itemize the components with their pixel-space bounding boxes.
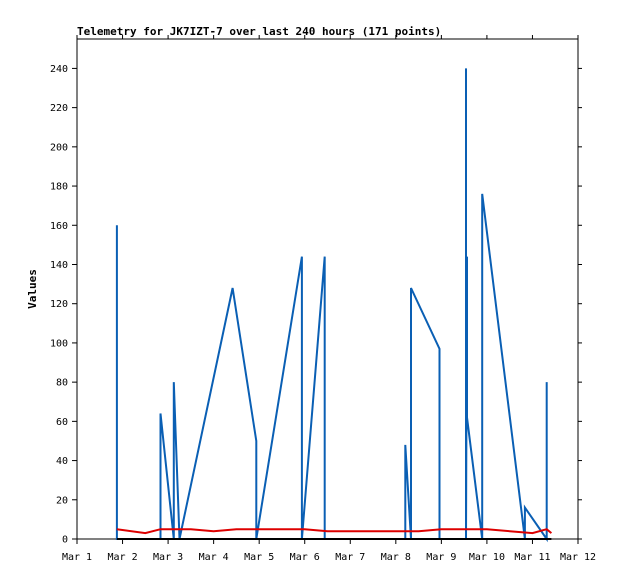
x-tick-label: Mar 2 [107, 552, 137, 563]
chart-title: Telemetry for JK7IZT-7 over last 240 hou… [77, 25, 441, 38]
y-tick-label: 100 [50, 338, 68, 349]
x-tick-label: Mar 5 [244, 552, 274, 563]
x-tick-label: Mar 11 [514, 552, 550, 563]
x-tick-label: Mar 1 [62, 552, 92, 563]
x-tick-label: Mar 7 [335, 552, 365, 563]
plot-area-frame [76, 38, 579, 540]
x-tick-label: Mar 4 [199, 552, 229, 563]
x-tick-label: Mar 8 [381, 552, 411, 563]
y-tick-label: 80 [56, 378, 68, 389]
axis-layer: 0 20 40 60 80 100 120 140 160 180 200 220 240 Mar 1 Ma… [50, 35, 596, 563]
series-layer [115, 68, 553, 543]
x-tick-label: Mar 12 [560, 552, 596, 563]
y-tick-label: 40 [56, 456, 68, 467]
y-tick-label: 60 [56, 417, 68, 428]
x-tick-label: Mar 9 [426, 552, 456, 563]
y-tick-label: 160 [50, 221, 68, 232]
x-tick-label: Mar 6 [290, 552, 320, 563]
y-tick-label: 0 [62, 535, 68, 546]
y-axis-label: Values [26, 269, 39, 309]
y-tick-label: 20 [56, 495, 68, 506]
x-tick-label: Mar 10 [469, 552, 505, 563]
y-tick-label: 220 [50, 103, 68, 114]
series-line-1 [115, 68, 548, 543]
y-tick-label: 120 [50, 299, 68, 310]
x-tick-label: Mar 3 [153, 552, 183, 563]
y-tick-label: 180 [50, 182, 68, 193]
y-tick-label: 140 [50, 260, 68, 271]
y-tick-label: 240 [50, 64, 68, 75]
series-line-2 [116, 528, 553, 535]
y-tick-label: 200 [50, 142, 68, 153]
